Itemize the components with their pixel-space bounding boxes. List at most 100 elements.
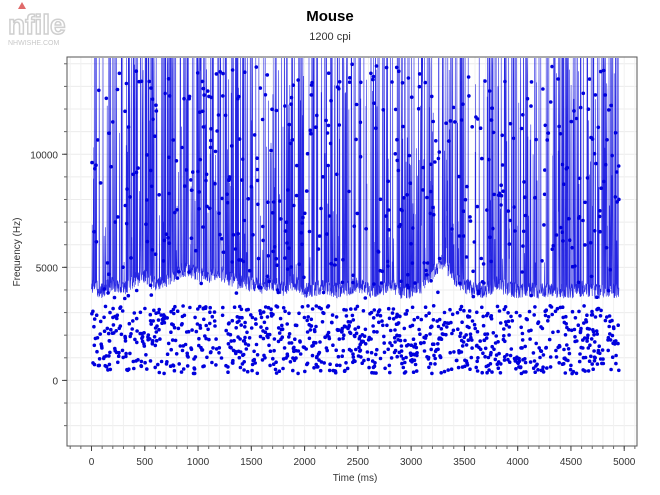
series-point: [340, 326, 345, 331]
series-point: [193, 315, 197, 320]
x-axis-label: Time (ms): [333, 473, 378, 484]
series-point: [314, 341, 318, 345]
series-point: [289, 95, 294, 100]
series-point: [504, 320, 508, 324]
series-point: [255, 167, 259, 172]
series-point: [587, 77, 592, 81]
series-point: [460, 344, 465, 348]
series-point: [500, 133, 505, 138]
plot-area: [90, 58, 621, 376]
series-point: [105, 326, 110, 331]
series-point: [523, 213, 528, 218]
series-point: [200, 79, 205, 84]
series-point: [499, 203, 503, 207]
series-point: [169, 309, 173, 314]
series-point: [483, 354, 487, 359]
series-point: [314, 125, 318, 129]
series-point: [259, 315, 264, 320]
series-point: [149, 86, 153, 90]
series-point: [188, 305, 192, 310]
series-point: [402, 326, 407, 331]
series-point: [558, 131, 563, 136]
series-point: [230, 318, 235, 323]
series-point: [263, 93, 268, 97]
series-point: [467, 315, 472, 319]
series-point: [313, 329, 317, 334]
series-point: [371, 324, 375, 328]
series-point: [287, 122, 292, 127]
series-point: [111, 306, 115, 311]
series-point: [304, 189, 309, 193]
series-point: [217, 211, 221, 216]
series-point: [553, 309, 558, 314]
series-point: [123, 203, 128, 208]
series-point: [197, 207, 201, 211]
x-tick-label: 0: [89, 457, 95, 468]
series-point: [519, 126, 524, 131]
series-point: [424, 273, 429, 277]
series-point: [201, 225, 205, 229]
series-point: [311, 343, 316, 348]
series-point: [545, 138, 549, 142]
plot-frame: [66, 56, 638, 447]
series-point: [288, 360, 293, 364]
series-point: [197, 190, 201, 194]
series-point: [417, 327, 421, 332]
series-point: [361, 339, 366, 344]
series-point: [470, 346, 474, 350]
series-point: [501, 189, 506, 193]
series-point: [109, 327, 113, 332]
series-point: [409, 95, 414, 99]
series-point: [460, 320, 464, 325]
series-point: [297, 311, 301, 316]
series-point: [172, 210, 177, 215]
series-point: [165, 316, 169, 320]
series-point: [327, 368, 332, 373]
series-point: [92, 317, 97, 321]
series-point: [165, 352, 170, 357]
series-point: [340, 354, 345, 359]
series-point: [156, 362, 160, 367]
series-point: [541, 87, 545, 91]
series-point: [506, 357, 510, 362]
series-point: [329, 98, 333, 103]
series-point: [598, 314, 603, 318]
series-point: [129, 332, 133, 336]
series-point: [255, 156, 259, 160]
series-point: [209, 350, 213, 354]
series-point: [152, 308, 156, 313]
series-point: [124, 81, 129, 86]
series-point: [450, 331, 454, 336]
series-point: [151, 319, 155, 323]
series-point: [348, 331, 353, 336]
series-point: [429, 347, 434, 352]
series-point: [326, 330, 331, 335]
series-point: [593, 356, 597, 360]
series-point: [271, 249, 276, 254]
series-point: [414, 369, 419, 373]
series-point: [540, 326, 545, 331]
series-point: [546, 131, 551, 135]
series-point: [393, 107, 398, 112]
series-point: [476, 356, 480, 360]
series-point: [591, 367, 595, 372]
series-point: [607, 314, 612, 318]
series-point: [432, 342, 436, 347]
series-point: [217, 351, 221, 355]
series-point: [127, 321, 132, 326]
series-point: [98, 319, 103, 324]
series-point: [247, 268, 252, 273]
series-point: [198, 326, 203, 330]
series-point: [129, 256, 133, 260]
series-point: [561, 239, 565, 243]
series-point: [167, 191, 171, 196]
series-point: [359, 355, 363, 359]
series-point: [461, 209, 466, 213]
series-point: [307, 336, 312, 341]
series-point: [186, 329, 191, 334]
series-point: [140, 334, 145, 339]
series-point: [333, 370, 338, 375]
series-point: [533, 370, 537, 375]
series-point: [415, 353, 419, 358]
series-point: [569, 328, 574, 333]
